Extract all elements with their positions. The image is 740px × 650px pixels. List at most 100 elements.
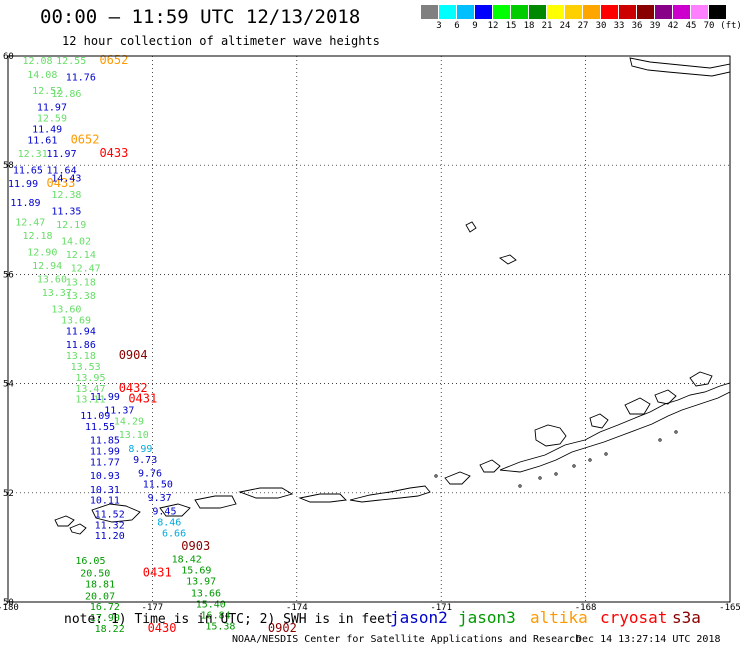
latitude-label: 50 bbox=[3, 598, 14, 608]
island-outline bbox=[674, 430, 678, 434]
wave-height-label: 16.05 bbox=[75, 556, 105, 567]
wave-height-label: 11.99 bbox=[90, 392, 120, 403]
coastline-outline bbox=[238, 487, 294, 499]
satellite-legend-jason3: jason3 bbox=[458, 608, 516, 627]
wave-height-label: 13.69 bbox=[61, 316, 91, 327]
island-outline bbox=[588, 458, 592, 462]
wave-height-label: 13.60 bbox=[51, 305, 81, 316]
wave-height-label: 11.61 bbox=[27, 135, 57, 146]
pass-time-label: 0903 bbox=[181, 539, 210, 553]
wave-height-label: 14.02 bbox=[61, 236, 91, 247]
wave-height-label: 16.84 bbox=[201, 610, 231, 621]
wave-height-label: 9.37 bbox=[148, 493, 172, 504]
pass-time-label: 0433 bbox=[47, 176, 76, 190]
wave-height-label: 12.08 bbox=[22, 56, 52, 67]
wave-height-label: 13.37 bbox=[42, 288, 72, 299]
map-grid bbox=[8, 56, 730, 602]
wave-height-label: 13.18 bbox=[66, 351, 96, 362]
wave-height-label: 12.31 bbox=[18, 149, 48, 160]
longitude-label: -174 bbox=[286, 603, 308, 613]
wave-height-label: 18.22 bbox=[95, 624, 125, 635]
color-scale-label: 70 bbox=[703, 21, 715, 31]
wave-height-label: 12.38 bbox=[51, 190, 81, 201]
wave-height-label: 20.50 bbox=[80, 568, 110, 579]
color-scale-cell bbox=[421, 5, 439, 19]
wave-height-label: 13.53 bbox=[71, 362, 101, 373]
wave-height-label: 10.93 bbox=[90, 471, 120, 482]
wave-height-label: 11.89 bbox=[10, 198, 40, 209]
longitude-label: -180 bbox=[0, 603, 19, 613]
wave-height-label: 12.18 bbox=[22, 231, 52, 242]
color-scale-cell bbox=[529, 5, 547, 19]
wave-height-label: 11.85 bbox=[90, 436, 120, 447]
wave-height-label: 9.45 bbox=[152, 507, 176, 518]
wave-height-label: 12.14 bbox=[66, 250, 96, 261]
color-scale-label: 9 bbox=[472, 21, 478, 31]
color-scale-label: 42 bbox=[667, 21, 679, 31]
color-scale-cell bbox=[655, 5, 673, 19]
wave-height-label: 13.18 bbox=[66, 277, 96, 288]
wave-height-label: 11.99 bbox=[8, 179, 38, 190]
coastline-outline bbox=[624, 397, 651, 415]
color-scale-cell bbox=[475, 5, 493, 19]
island-outline bbox=[434, 474, 438, 478]
coastline-outline bbox=[654, 389, 677, 405]
wave-height-label: 11.65 bbox=[13, 165, 43, 176]
satellite-legend-s3a: s3a bbox=[672, 608, 701, 627]
wave-height-label: 15.69 bbox=[181, 566, 211, 577]
wave-height-label: 11.52 bbox=[95, 509, 125, 520]
wave-height-label: 13.11 bbox=[75, 395, 105, 406]
color-scale-label: 24 bbox=[559, 21, 571, 31]
color-scale-cell bbox=[511, 5, 529, 19]
wave-height-label: 11.77 bbox=[90, 458, 120, 469]
color-scale-bar bbox=[421, 5, 727, 19]
longitude-label: -177 bbox=[142, 603, 164, 613]
wave-height-label: 11.64 bbox=[47, 165, 77, 176]
color-scale-label: 45 bbox=[685, 21, 697, 31]
wave-height-label: 11.32 bbox=[95, 520, 125, 531]
color-scale-labels: 3 6 9 12 15 18 21 24 27 30 33 36 39 42 45 70 (ft) bbox=[421, 21, 740, 35]
color-scale-label: 30 bbox=[595, 21, 607, 31]
color-scale-label: 21 bbox=[541, 21, 553, 31]
color-scale-label: (ft) bbox=[720, 21, 740, 31]
wave-height-label: 15.40 bbox=[196, 599, 226, 610]
longitude-label: -168 bbox=[575, 603, 597, 613]
wave-height-label: 11.94 bbox=[66, 326, 96, 337]
island-outline bbox=[518, 484, 522, 488]
coastline-outline bbox=[629, 57, 731, 77]
wave-height-label: 13.47 bbox=[75, 384, 105, 395]
wave-height-label: 11.76 bbox=[66, 73, 96, 84]
coastline-outline bbox=[689, 371, 713, 387]
wave-height-label: 12.94 bbox=[32, 261, 62, 272]
island-outline bbox=[554, 472, 558, 476]
color-scale-label: 12 bbox=[487, 21, 499, 31]
coastline-outline bbox=[534, 424, 567, 447]
pass-time-label: 0431 bbox=[128, 392, 157, 406]
wave-height-label: 11.20 bbox=[95, 531, 125, 542]
wave-height-label: 13.97 bbox=[186, 577, 216, 588]
coastline-outline bbox=[159, 503, 191, 517]
color-scale-label: 15 bbox=[505, 21, 517, 31]
wave-height-label: 12.19 bbox=[56, 220, 86, 231]
island-outline bbox=[658, 438, 662, 442]
map-frame bbox=[7, 55, 731, 603]
color-scale-cell bbox=[583, 5, 601, 19]
satellite-legend-altika: altika bbox=[530, 608, 588, 627]
wave-height-label: 13.95 bbox=[75, 373, 105, 384]
wave-height-label: 11.35 bbox=[51, 206, 81, 217]
color-scale-cell bbox=[619, 5, 637, 19]
coastline-outline bbox=[69, 523, 87, 535]
color-scale-cell bbox=[493, 5, 511, 19]
wave-height-label: 13.10 bbox=[119, 430, 149, 441]
wave-height-label: 12.59 bbox=[37, 114, 67, 125]
wave-height-label: 18.81 bbox=[85, 579, 115, 590]
wave-height-label: 16.72 bbox=[90, 602, 120, 613]
page-subtitle: 12 hour collection of altimeter wave hei… bbox=[62, 34, 380, 48]
coastline-outline bbox=[444, 471, 471, 485]
wave-height-label: 6.66 bbox=[162, 528, 186, 539]
wave-height-label: 11.99 bbox=[90, 447, 120, 458]
coastline-outline bbox=[54, 515, 75, 527]
coastline-outline bbox=[465, 221, 477, 233]
color-scale-cell bbox=[637, 5, 655, 19]
